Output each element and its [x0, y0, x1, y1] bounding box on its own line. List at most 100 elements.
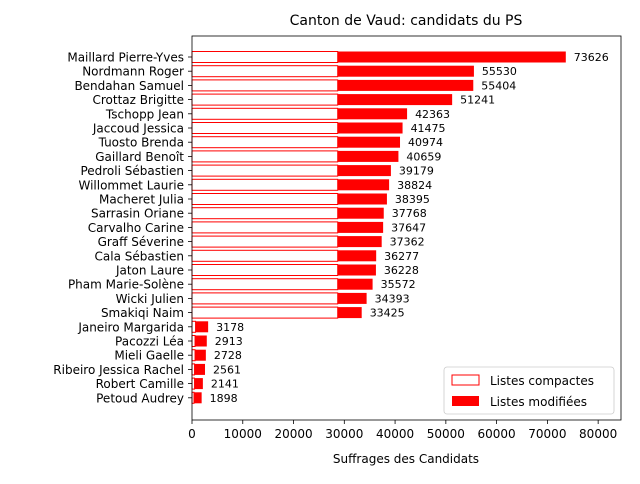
bar-compact — [191, 235, 339, 248]
y-tick-label: Macheret Julia — [99, 193, 184, 207]
bar-modified — [337, 165, 391, 177]
bar-modified — [194, 392, 202, 404]
value-label: 2561 — [213, 363, 241, 376]
value-label: 42363 — [415, 108, 450, 121]
bar-modified — [195, 321, 209, 333]
value-label: 38395 — [395, 193, 430, 206]
bar-compact — [191, 207, 339, 220]
y-tick-label: Crottaz Brigitte — [92, 93, 184, 107]
value-label: 3178 — [216, 321, 244, 334]
bar-modified — [337, 179, 390, 191]
bar-compact — [191, 51, 339, 63]
value-label: 2728 — [214, 349, 242, 362]
y-tick-label: Maillard Pierre-Yves — [67, 51, 184, 65]
bar-modified — [337, 264, 376, 276]
y-tick-label: Pham Marie-Solène — [68, 278, 184, 292]
y-tick-label: Robert Camille — [96, 377, 184, 391]
x-tick-label: 10000 — [224, 427, 262, 441]
y-tick-label: Mieli Gaelle — [114, 349, 184, 363]
bar-compact — [191, 278, 339, 291]
y-tick-label: Ribeiro Jessica Rachel — [53, 363, 184, 377]
y-tick-label: Wicki Julien — [116, 292, 184, 306]
value-label: 38824 — [397, 179, 432, 192]
legend: Listes compactes Listes modifiées — [443, 366, 615, 415]
bar-modified — [337, 236, 382, 248]
y-tick-label: Smakiqi Naim — [101, 306, 184, 320]
plot-frame — [191, 35, 622, 421]
x-tick-label: 50000 — [427, 427, 465, 441]
x-tick-label: 70000 — [528, 427, 566, 441]
legend-label: Listes modifiées — [490, 395, 587, 409]
y-tick-label: Tuosto Brenda — [98, 136, 184, 150]
value-label: 33425 — [370, 307, 405, 320]
value-label: 34393 — [375, 292, 410, 305]
y-tick-label: Jaccoud Jessica — [92, 122, 184, 136]
y-tick-label: Pedroli Sébastien — [80, 164, 184, 178]
bar-compact — [191, 221, 339, 234]
bar-modified — [337, 250, 377, 262]
value-label: 1898 — [210, 392, 238, 405]
y-tick-label: Pacozzi Léa — [115, 335, 184, 349]
legend-swatch-compact — [451, 374, 480, 386]
bar-compact — [191, 292, 339, 305]
value-label: 2141 — [211, 378, 239, 391]
value-label: 55404 — [481, 79, 516, 92]
bar-compact — [191, 164, 339, 177]
bar-modified — [195, 349, 206, 361]
bar-modified — [337, 136, 401, 148]
value-label: 36277 — [384, 250, 419, 263]
bar-compact — [191, 136, 339, 149]
bar-modified — [337, 307, 362, 319]
bar-modified — [337, 122, 403, 134]
bar-compact — [191, 335, 196, 347]
value-label: 2913 — [215, 335, 243, 348]
bars-layer — [191, 51, 566, 404]
value-label: 40659 — [406, 150, 441, 163]
bar-compact — [191, 264, 339, 276]
bar-modified — [337, 65, 474, 77]
y-tick-label: Graff Séverine — [98, 235, 184, 249]
bar-modified — [337, 94, 453, 106]
x-tick-label: 0 — [188, 427, 196, 441]
bar-modified — [337, 193, 387, 205]
bar-modified — [337, 51, 566, 63]
bar-compact — [191, 150, 339, 163]
bar-compact — [191, 349, 196, 362]
y-tick-label: Janeiro Margarida — [77, 320, 184, 334]
bar-modified — [337, 221, 384, 233]
y-tick-label: Jaton Laure — [115, 264, 184, 278]
y-tick-label: Petoud Audrey — [96, 391, 184, 405]
bar-compact — [191, 122, 339, 134]
legend-swatch-modified — [452, 396, 479, 406]
y-tick-label: Bendahan Samuel — [74, 79, 184, 93]
value-label: 41475 — [411, 122, 446, 135]
y-tick-label: Sarrasin Oriane — [91, 207, 184, 221]
value-label: 35572 — [381, 278, 416, 291]
x-axis-label: Suffrages des Candidats — [333, 452, 479, 466]
bar-compact — [191, 65, 339, 78]
legend-box — [443, 366, 615, 415]
value-label: 36228 — [384, 264, 419, 277]
bar-modified — [337, 150, 399, 162]
bar-compact — [191, 107, 339, 120]
x-tick-label: 80000 — [579, 427, 617, 441]
y-tick-label: Carvalho Carine — [88, 221, 184, 235]
value-label: 37768 — [392, 207, 427, 220]
bar-modified — [195, 335, 207, 347]
bar-modified — [337, 292, 367, 304]
bar-modified — [337, 79, 474, 91]
bar-compact — [191, 93, 339, 106]
value-label: 39179 — [399, 165, 434, 178]
bar-compact — [191, 249, 339, 262]
bar-modified — [337, 108, 408, 120]
value-label: 73626 — [574, 51, 609, 64]
bar-modified — [337, 207, 384, 219]
y-tick-label: Tschopp Jean — [105, 107, 184, 121]
bar-modified — [337, 278, 373, 290]
value-label: 40974 — [408, 136, 443, 149]
value-label: 55530 — [482, 65, 517, 78]
value-label: 37647 — [391, 221, 426, 234]
